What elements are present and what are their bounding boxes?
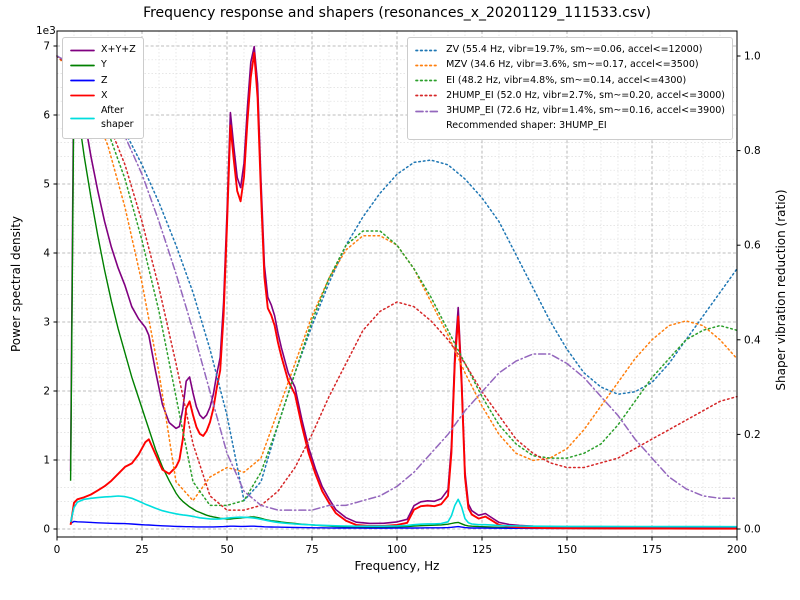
legend-line-sample: [415, 110, 440, 112]
right-y-axis-label: Shaper vibration reduction (ratio): [774, 189, 788, 391]
svg-text:0.0: 0.0: [744, 524, 761, 536]
legend-item: Y: [70, 58, 136, 72]
legend-item: X+Y+Z: [70, 43, 136, 57]
svg-text:25: 25: [135, 544, 148, 556]
legend-label: 2HUMP_EI (52.0 Hz, vibr=2.7%, sm~=0.20, …: [446, 89, 725, 101]
svg-text:0: 0: [54, 544, 61, 556]
legend-line-sample: [70, 95, 95, 97]
shaper-legend: ZV (55.4 Hz, vibr=19.7%, sm~=0.06, accel…: [407, 37, 733, 140]
x-axis-label: Frequency, Hz: [354, 559, 440, 573]
svg-text:175: 175: [642, 544, 662, 556]
svg-text:0: 0: [43, 524, 50, 536]
legend-label: X: [101, 89, 108, 101]
legend-label: Y: [101, 59, 107, 71]
legend-line-sample: [415, 79, 440, 82]
recommended-shaper-text: Recommended shaper: 3HUMP_EI: [446, 120, 607, 132]
legend-line-sample: [70, 49, 95, 51]
legend-item: ZV (55.4 Hz, vibr=19.7%, sm~=0.06, accel…: [415, 43, 725, 57]
svg-text:150: 150: [557, 544, 577, 556]
svg-text:0.6: 0.6: [744, 240, 761, 252]
legend-item: 3HUMP_EI (72.6 Hz, vibr=1.4%, sm~=0.16, …: [415, 104, 725, 118]
legend-label: 3HUMP_EI (72.6 Hz, vibr=1.4%, sm~=0.16, …: [446, 105, 725, 116]
legend-label: After shaper: [101, 105, 134, 131]
legend-line-sample: [70, 64, 95, 67]
legend-line-sample: [70, 117, 95, 120]
legend-label: ZV (55.4 Hz, vibr=19.7%, sm~=0.06, accel…: [446, 44, 703, 55]
svg-text:2: 2: [43, 386, 50, 398]
svg-text:0.4: 0.4: [744, 334, 761, 346]
legend-item: MZV (34.6 Hz, vibr=3.6%, sm~=0.17, accel…: [415, 58, 725, 72]
legend-label: EI (48.2 Hz, vibr=4.8%, sm~=0.14, accel<…: [446, 74, 687, 86]
svg-text:7: 7: [43, 41, 50, 53]
legend-label: Z: [101, 74, 108, 86]
svg-text:0.2: 0.2: [744, 429, 761, 441]
svg-text:0.8: 0.8: [744, 145, 761, 157]
legend-line-sample: [415, 49, 440, 51]
legend-item: EI (48.2 Hz, vibr=4.8%, sm~=0.14, accel<…: [415, 74, 725, 88]
legend-item: X: [70, 89, 136, 103]
svg-text:1: 1: [43, 455, 50, 467]
svg-text:100: 100: [387, 544, 407, 556]
legend-line-sample: [70, 79, 95, 82]
legend-line-sample: [415, 64, 440, 67]
svg-text:6: 6: [43, 110, 50, 122]
left-y-axis-label: Power spectral density: [9, 215, 23, 353]
svg-text:200: 200: [727, 544, 747, 556]
left-axis-scale-offset: 1e3: [36, 25, 56, 37]
legend-item: Z: [70, 74, 136, 88]
legend-item: 2HUMP_EI (52.0 Hz, vibr=2.7%, sm~=0.20, …: [415, 89, 725, 103]
legend-item: After shaper: [70, 104, 136, 133]
svg-text:75: 75: [305, 544, 318, 556]
legend-line-sample: [415, 95, 440, 97]
chart-title: Frequency response and shapers (resonanc…: [143, 5, 651, 21]
psd-legend: X+Y+Z Y Z X After shaper: [62, 37, 144, 139]
recommended-shaper-note: Recommended shaper: 3HUMP_EI: [415, 119, 725, 133]
svg-text:3: 3: [43, 317, 50, 329]
svg-text:50: 50: [220, 544, 233, 556]
svg-text:5: 5: [43, 179, 50, 191]
svg-text:4: 4: [43, 248, 50, 260]
svg-text:1.0: 1.0: [744, 51, 761, 63]
svg-text:125: 125: [472, 544, 492, 556]
legend-label: X+Y+Z: [101, 44, 136, 55]
legend-label: MZV (34.6 Hz, vibr=3.6%, sm~=0.17, accel…: [446, 59, 699, 71]
